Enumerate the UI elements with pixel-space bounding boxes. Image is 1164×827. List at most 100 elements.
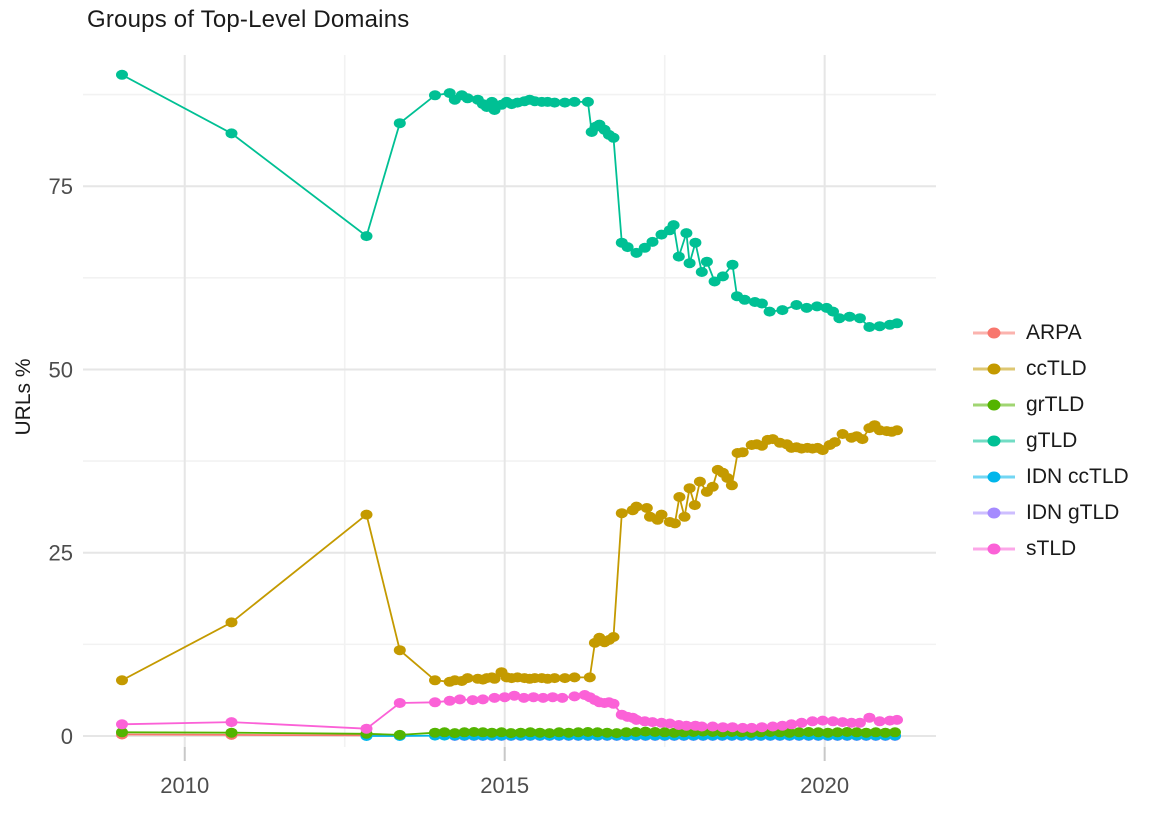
data-point-gtld	[667, 220, 680, 231]
data-point-grtld	[831, 727, 844, 738]
data-point-stld	[607, 698, 620, 709]
data-point-grtld	[601, 727, 614, 738]
data-point-grtld	[429, 727, 441, 738]
data-point-stld	[853, 717, 866, 728]
legend-label-stld: sTLD	[1026, 537, 1077, 560]
data-point-cctld	[706, 481, 719, 492]
legend-item-arpa: ARPA	[972, 315, 1129, 351]
data-point-gtld	[683, 258, 696, 269]
data-point-gtld	[548, 97, 561, 108]
data-point-gtld	[558, 97, 571, 108]
legend-key-icon	[973, 471, 1015, 483]
data-point-grtld	[793, 727, 806, 738]
data-point-stld	[466, 695, 479, 706]
data-point-grtld	[393, 729, 406, 740]
data-point-stld	[755, 722, 768, 733]
legend-key-icon	[973, 435, 1015, 447]
data-point-stld	[537, 692, 550, 703]
data-point-grtld	[448, 728, 461, 739]
data-point-gtld	[116, 69, 128, 80]
y-axis-tick-label: 50	[49, 357, 73, 382]
data-point-stld	[716, 722, 729, 733]
data-point-grtld	[821, 727, 834, 738]
data-point-grtld	[850, 727, 863, 738]
data-point-grtld	[783, 727, 796, 738]
data-point-cctld	[225, 617, 238, 628]
data-point-grtld	[860, 727, 873, 738]
series-line-gtld	[121, 74, 898, 328]
y-axis-tick-label: 25	[49, 541, 73, 566]
legend-key-icon	[973, 543, 1015, 555]
data-point-cctld	[668, 518, 681, 529]
data-point-cctld	[488, 673, 501, 684]
series-line-arpa	[121, 733, 400, 737]
data-point-grtld	[802, 727, 815, 737]
data-point-gtld	[833, 313, 846, 324]
data-point-gtld	[646, 236, 659, 247]
data-point-gtld	[811, 301, 823, 312]
data-point-stld	[546, 692, 559, 703]
y-axis-tick-label: 0	[61, 724, 73, 749]
data-point-cctld	[673, 492, 686, 502]
x-axis-tick-label: 2020	[800, 773, 849, 798]
data-point-stld	[816, 715, 829, 726]
data-point-cctld	[548, 673, 561, 684]
x-axis-tick-label: 2015	[480, 773, 529, 798]
data-point-cctld	[655, 509, 668, 520]
data-point-cctld	[116, 675, 128, 686]
legend-label-cctld: ccTLD	[1026, 357, 1087, 380]
legend-item-grtld: grTLD	[972, 387, 1129, 423]
data-point-gtld	[800, 302, 813, 313]
data-point-stld	[429, 697, 441, 708]
data-point-cctld	[461, 673, 474, 684]
data-point-cctld	[736, 447, 749, 458]
data-point-grtld	[591, 727, 604, 738]
data-point-grtld	[610, 728, 623, 739]
data-point-grtld	[812, 727, 825, 738]
data-point-cctld	[891, 425, 903, 436]
data-point-cctld	[725, 480, 738, 491]
data-point-gtld	[638, 242, 651, 253]
data-point-grtld	[438, 727, 451, 738]
legend-item-cctld: ccTLD	[972, 351, 1129, 387]
data-point-stld	[225, 717, 238, 728]
legend-key-icon	[973, 363, 1015, 375]
data-point-gtld	[873, 321, 886, 332]
data-point-cctld	[393, 645, 406, 656]
legend-item-idn-cctld: IDN ccTLD	[972, 459, 1129, 495]
data-point-gtld	[755, 298, 768, 309]
data-point-grtld	[841, 727, 854, 737]
data-point-cctld	[678, 511, 691, 522]
data-point-grtld	[869, 727, 882, 738]
data-point-stld	[453, 694, 466, 705]
data-point-gtld	[853, 313, 866, 324]
data-point-stld	[393, 698, 406, 708]
data-point-stld	[646, 717, 659, 728]
legend-item-idn-gtld: IDN gTLD	[972, 495, 1129, 531]
data-point-stld	[508, 690, 521, 701]
data-point-gtld	[672, 251, 685, 262]
data-point-gtld	[630, 247, 643, 258]
data-point-stld	[863, 712, 876, 723]
data-point-grtld	[879, 727, 892, 738]
data-point-cctld	[856, 434, 869, 445]
data-point-gtld	[891, 318, 903, 329]
data-point-stld	[766, 721, 779, 732]
legend-label-arpa: ARPA	[1026, 321, 1082, 344]
data-point-stld	[706, 721, 719, 732]
data-point-cctld	[429, 675, 441, 686]
data-point-grtld	[476, 727, 489, 738]
data-point-grtld	[562, 727, 575, 738]
data-point-grtld	[514, 727, 527, 738]
data-point-gtld	[360, 231, 373, 242]
legend: ARPA ccTLD grTLD gTLD IDN ccTLD IDN gTLD sTLD	[972, 315, 1129, 567]
data-point-gtld	[581, 96, 594, 107]
data-point-gtld	[680, 228, 693, 239]
data-point-gtld	[568, 96, 581, 107]
data-point-stld	[726, 722, 739, 733]
data-point-grtld	[639, 726, 652, 737]
data-point-grtld	[468, 727, 480, 737]
data-point-gtld	[393, 118, 406, 129]
data-point-cctld	[615, 508, 628, 519]
